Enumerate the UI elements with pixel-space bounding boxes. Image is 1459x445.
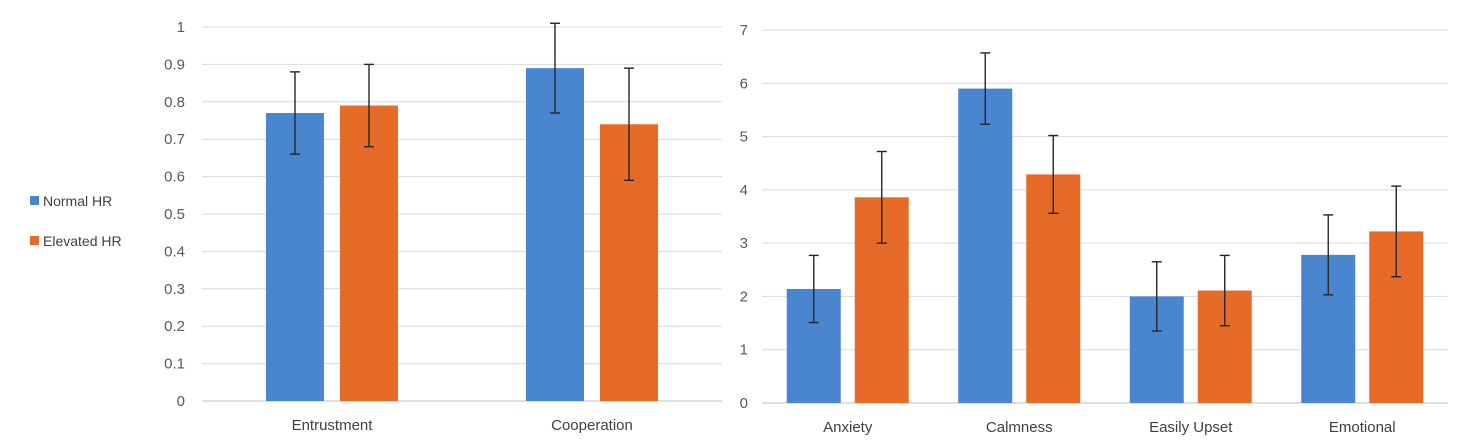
chart-right: 0 1 2 3 4 5 6 7 Anxiety Calmness Easily Upset Emoti…: [740, 22, 1448, 436]
legend-swatch-elevated-hr: [30, 236, 39, 245]
legend: Normal HR Elevated HR: [30, 193, 122, 249]
y-tick-label: 0.1: [164, 356, 185, 373]
legend-label-elevated-hr: Elevated HR: [43, 233, 122, 249]
y-tick-label: 1: [177, 19, 185, 36]
category-label-easily-upset: Easily Upset: [1149, 419, 1233, 436]
y-tick-label: 0.2: [164, 318, 185, 335]
chart-left: 0 0.1 0.2 0.3 0.4 0.5 0.6 0.7 0.8 0.9 1 Entrustment…: [164, 19, 722, 434]
category-label-emotional: Emotional: [1329, 419, 1396, 436]
y-tick-label: 0.8: [164, 94, 185, 111]
legend-swatch-normal-hr: [30, 196, 39, 205]
legend-label-normal-hr: Normal HR: [43, 193, 112, 209]
y-tick-label: 7: [740, 22, 748, 39]
category-label-cooperation: Cooperation: [551, 417, 633, 434]
y-tick-label: 6: [740, 75, 748, 92]
y-tick-label: 0.6: [164, 169, 185, 186]
category-label-anxiety: Anxiety: [823, 419, 873, 436]
y-tick-label: 3: [740, 235, 748, 252]
y-tick-label: 0.7: [164, 131, 185, 148]
y-tick-label: 2: [740, 288, 748, 305]
y-tick-label: 0.4: [164, 243, 185, 260]
bar-normal-hr-calmness: [958, 88, 1013, 403]
y-tick-label: 0: [740, 395, 748, 412]
y-tick-label: 0.3: [164, 281, 185, 298]
y-tick-label: 1: [740, 342, 748, 359]
category-label-calmness: Calmness: [986, 419, 1053, 436]
bar-elevated-hr-entrustment: [340, 105, 398, 401]
y-tick-label: 0: [177, 393, 185, 410]
y-tick-label: 4: [740, 182, 748, 199]
y-tick-label: 0.5: [164, 206, 185, 223]
bar-normal-hr-entrustment: [266, 113, 324, 402]
y-tick-label: 0.9: [164, 56, 185, 73]
bar-normal-hr-cooperation: [526, 68, 584, 401]
category-label-entrustment: Entrustment: [292, 417, 374, 434]
y-tick-label: 5: [740, 129, 748, 146]
